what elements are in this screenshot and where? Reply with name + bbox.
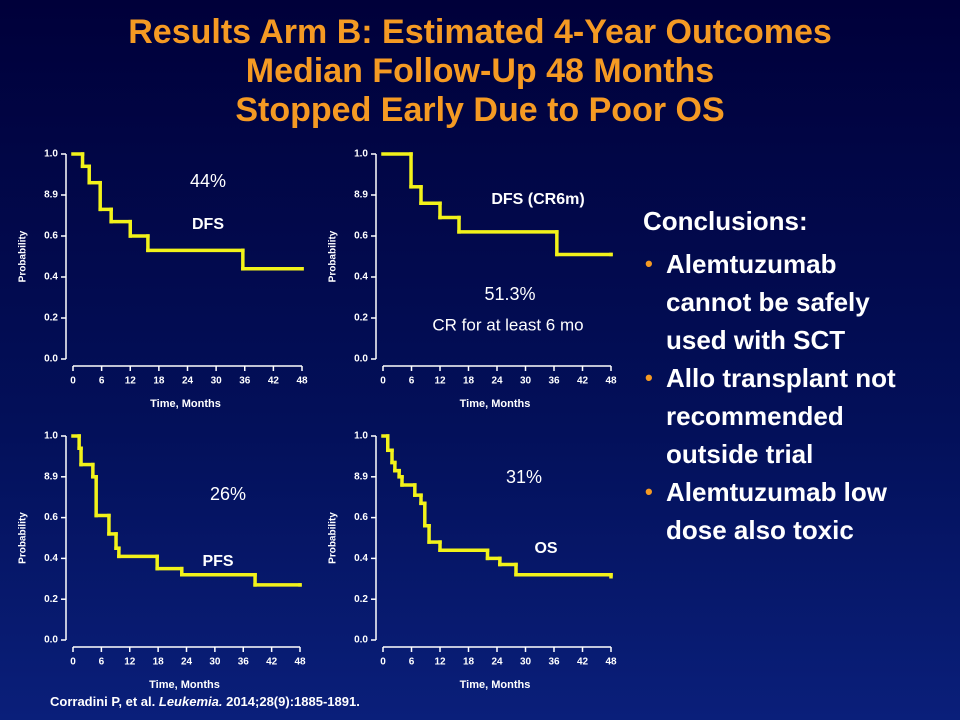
- x-tick-label: 0: [70, 657, 76, 668]
- x-tick-label: 36: [238, 657, 250, 668]
- x-tick-label: 6: [99, 657, 105, 668]
- x-tick-label: 42: [266, 657, 278, 668]
- x-tick-label: 18: [463, 657, 475, 668]
- y-tick-label: 0.0: [44, 635, 58, 646]
- annotation: 51.3%: [484, 284, 535, 304]
- y-axis-label: Probability: [18, 230, 29, 282]
- x-tick-label: 18: [153, 657, 165, 668]
- title-line: Median Follow-Up 48 Months: [245, 52, 715, 90]
- x-tick-label: 30: [211, 376, 223, 387]
- x-axis-label: Time, Months: [460, 398, 531, 410]
- annotation: 31%: [506, 467, 542, 487]
- annotation: OS: [534, 540, 557, 557]
- x-tick-label: 6: [409, 376, 415, 387]
- x-tick-label: 48: [605, 657, 617, 668]
- x-tick-label: 48: [605, 376, 617, 387]
- y-tick-label: 8.9: [44, 190, 58, 201]
- x-tick-label: 24: [182, 376, 194, 387]
- y-tick-label: 0.4: [44, 553, 58, 564]
- x-tick-label: 0: [380, 376, 386, 387]
- bullet: • Alemtuzumab cannot be safely used with …: [643, 245, 928, 359]
- y-tick-label: 0.0: [354, 635, 368, 646]
- x-axis-label: Time, Months: [150, 398, 221, 410]
- x-axis-label: Time, Months: [149, 679, 220, 691]
- x-tick-label: 12: [124, 657, 136, 668]
- x-tick-label: 42: [577, 376, 589, 387]
- bullet: • Allo transplant not recommended outside…: [643, 359, 928, 473]
- y-tick-label: 8.9: [44, 471, 58, 482]
- title-line: Stopped Early Due to Poor OS: [235, 91, 725, 129]
- y-tick-label: 0.6: [354, 231, 368, 242]
- annotation: DFS (CR6m): [491, 191, 584, 208]
- x-tick-label: 30: [520, 657, 532, 668]
- annotation: CR for at least 6 mo: [432, 315, 583, 334]
- x-tick-label: 24: [491, 376, 503, 387]
- bullet-text: Alemtuzumab low dose also toxic: [666, 477, 888, 545]
- bullet-dot: •: [645, 251, 653, 276]
- x-tick-label: 12: [434, 657, 446, 668]
- y-axis-label: Probability: [328, 512, 339, 564]
- bullet-text: Alemtuzumab cannot be safely used with S…: [666, 249, 870, 355]
- y-tick-label: 1.0: [354, 149, 368, 160]
- x-tick-label: 36: [548, 376, 560, 387]
- x-tick-label: 0: [380, 657, 386, 668]
- x-tick-label: 36: [548, 657, 560, 668]
- y-tick-label: 8.9: [354, 190, 368, 201]
- annotation: PFS: [202, 553, 233, 570]
- bullet-dot: •: [645, 479, 653, 504]
- citation-details: 2014;28(9):1885-1891.: [226, 694, 360, 709]
- bullet-dot: •: [645, 365, 653, 390]
- y-tick-label: 0.2: [354, 594, 368, 605]
- annotation: DFS: [192, 216, 224, 233]
- bullet-text: Allo transplant not recommended outside …: [666, 363, 896, 469]
- y-tick-label: 1.0: [354, 431, 368, 442]
- x-tick-label: 12: [434, 376, 446, 387]
- y-tick-label: 0.6: [44, 512, 58, 523]
- x-tick-label: 24: [181, 657, 193, 668]
- y-axis-label: Probability: [328, 230, 339, 282]
- y-tick-label: 0.0: [44, 354, 58, 365]
- conclusions-heading: Conclusions:: [643, 206, 808, 236]
- y-tick-label: 0.4: [44, 272, 58, 283]
- x-tick-label: 18: [463, 376, 475, 387]
- x-tick-label: 48: [296, 376, 308, 387]
- title-line: Results Arm B: Estimated 4-Year Outcomes: [128, 13, 832, 51]
- x-tick-label: 30: [520, 376, 532, 387]
- y-tick-label: 0.2: [354, 313, 368, 324]
- x-tick-label: 30: [209, 657, 221, 668]
- x-tick-label: 0: [70, 376, 76, 387]
- annotation: 44%: [190, 171, 226, 191]
- x-axis-label: Time, Months: [460, 679, 531, 691]
- y-tick-label: 0.6: [44, 231, 58, 242]
- x-tick-label: 18: [153, 376, 165, 387]
- y-tick-label: 1.0: [44, 431, 58, 442]
- y-tick-label: 0.2: [44, 594, 58, 605]
- x-tick-label: 24: [491, 657, 503, 668]
- citation-authors: Corradini P, et al.: [50, 694, 156, 709]
- x-tick-label: 48: [294, 657, 306, 668]
- y-tick-label: 0.0: [354, 354, 368, 365]
- y-tick-label: 0.4: [354, 553, 368, 564]
- annotation: 26%: [210, 484, 246, 504]
- y-tick-label: 0.2: [44, 313, 58, 324]
- y-tick-label: 0.6: [354, 512, 368, 523]
- y-axis-label: Probability: [18, 512, 29, 564]
- x-tick-label: 6: [409, 657, 415, 668]
- x-tick-label: 12: [125, 376, 137, 387]
- x-tick-label: 42: [268, 376, 280, 387]
- y-tick-label: 0.4: [354, 272, 368, 283]
- x-tick-label: 6: [99, 376, 105, 387]
- y-tick-label: 1.0: [44, 149, 58, 160]
- citation-journal: Leukemia.: [158, 694, 223, 709]
- bullet: • Alemtuzumab low dose also toxic: [643, 473, 928, 549]
- citation: Corradini P, et al. Leukemia. 2014;28(9)…: [50, 694, 360, 709]
- conclusions: Conclusions: • Alemtuzumab cannot be safe…: [643, 206, 928, 549]
- x-tick-label: 36: [239, 376, 251, 387]
- x-tick-label: 42: [577, 657, 589, 668]
- y-tick-label: 8.9: [354, 471, 368, 482]
